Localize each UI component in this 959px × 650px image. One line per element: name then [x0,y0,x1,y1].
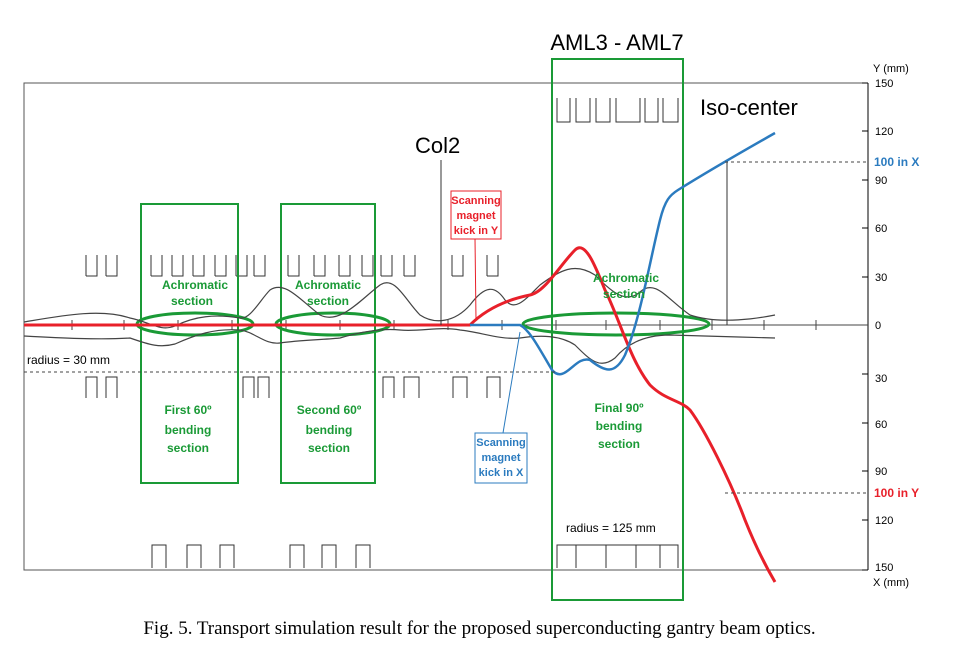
scanning-y-line3: kick in Y [454,225,499,237]
scanning-y-line1: Scanning [451,195,501,207]
scanning-x-line1: Scanning [476,437,526,449]
tick-lower-60: 60 [875,419,887,431]
achromatic-2-line1: Achromatic [295,278,361,292]
scanning-y-pointer [474,237,477,321]
hundred-in-y-label: 100 in Y [874,486,919,500]
scanning-y-line2: magnet [456,210,495,222]
scanning-x-pointer [502,331,521,434]
upper-magnets [85,255,499,277]
bend-3-line1: Final 90º [594,401,644,415]
envelope-upper [23,267,776,329]
achromatic-3-line1: Achromatic [593,271,659,285]
second-60-bending-box [280,203,376,484]
iso-center-label: Iso-center [700,95,798,120]
achromatic-1-line1: Achromatic [162,278,228,292]
scanning-x-line2: magnet [481,452,520,464]
figure-caption: Fig. 5. Transport simulation result for … [143,618,816,639]
aml-magnets [556,98,679,123]
x-axis-title: X (mm) [873,577,909,589]
dipole-magnets [151,544,679,568]
bend-3-line2: bending [596,419,643,433]
first-60-bending-box [140,203,239,484]
lower-magnets [85,376,501,398]
envelope-lower [23,327,776,364]
tick-lower-90: 90 [875,466,887,478]
right-axis-ticks [862,82,868,571]
bend-1-line3: section [167,441,209,455]
achromatic-1-line2: section [171,294,213,308]
aml-box [551,58,684,601]
bend-2-line1: Second 60º [297,403,362,417]
bend-2-line2: bending [306,423,353,437]
achromatic-2-line2: section [307,294,349,308]
tick-lower-150: 150 [875,562,893,574]
scanning-y-box [450,190,502,240]
tick-upper-30: 30 [875,272,887,284]
beam-optics-diagram: Y (mm) 150 120 90 60 30 0 30 60 90 120 1… [23,30,919,601]
scanning-x-line3: kick in X [479,467,524,479]
aml-header: AML3 - AML7 [550,30,683,55]
bend-3-line3: section [598,437,640,451]
blue-beam-trajectory [470,131,776,376]
y-axis-title: Y (mm) [873,63,909,75]
tick-upper-150: 150 [875,78,893,90]
col2-label: Col2 [415,133,460,158]
tick-upper-90: 90 [875,175,887,187]
scanning-x-box [474,432,528,484]
tick-upper-60: 60 [875,223,887,235]
tick-lower-120: 120 [875,515,893,527]
tick-upper-0: 0 [875,320,881,332]
hundred-in-x-label: 100 in X [874,155,919,169]
red-beam-trajectory [24,246,777,583]
achromatic-3-line2: section [603,287,645,301]
tick-upper-120: 120 [875,126,893,138]
bend-1-line2: bending [165,423,212,437]
radius-125-label: radius = 125 mm [566,521,656,535]
tick-lower-30: 30 [875,373,887,385]
bend-1-line1: First 60º [164,403,212,417]
bend-2-line3: section [308,441,350,455]
radius-30-label: radius = 30 mm [27,353,110,367]
